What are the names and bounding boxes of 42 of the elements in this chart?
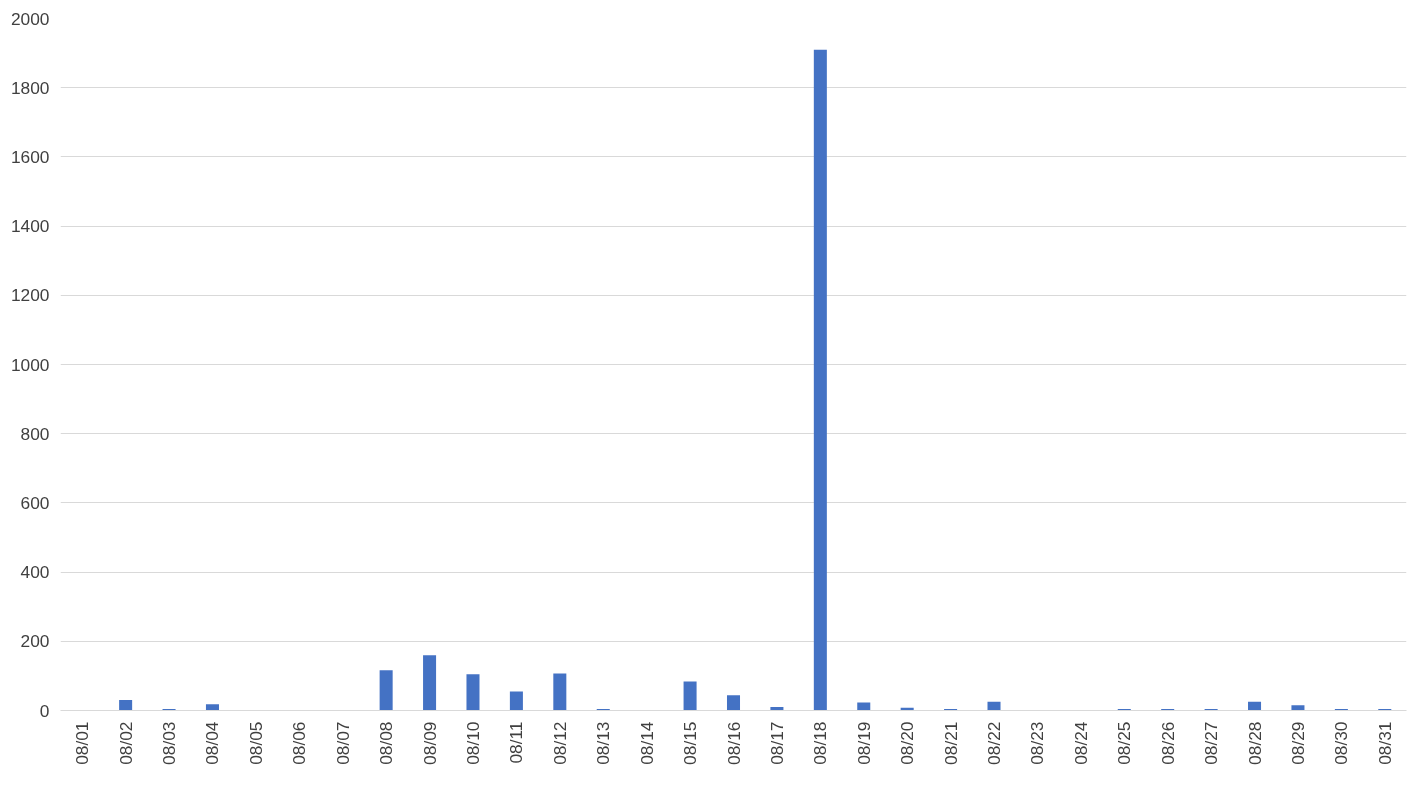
x-tick-label: 08/31 [1374,721,1395,765]
x-tick-label: 08/10 [462,721,483,765]
y-tick-label: 1200 [10,285,50,306]
x-tick-label: 08/06 [289,721,310,765]
y-tick-label: 1400 [10,216,50,237]
x-tick-label: 08/11 [506,721,527,764]
y-tick-label: 1800 [10,77,50,98]
x-tick-label: 08/25 [1114,721,1135,765]
x-tick-label: 08/03 [159,721,180,765]
x-tick-label: 08/22 [984,721,1005,765]
x-tick-label: 08/19 [853,721,874,765]
x-tick-label: 08/05 [245,721,266,765]
y-tick-label: 400 [20,562,50,583]
x-tick-label: 08/18 [810,721,831,765]
x-tick-label: 08/15 [680,721,701,765]
x-tick-label: 08/29 [1287,721,1308,765]
x-tick-label: 08/01 [72,721,93,765]
x-tick-label: 08/02 [115,721,136,765]
x-tick-label: 08/14 [636,721,657,765]
x-tick-label: 08/20 [897,721,918,765]
y-tick-label: 200 [20,631,50,652]
x-tick-label: 08/04 [202,721,223,765]
x-tick-label: 08/08 [376,721,397,765]
x-tick-label: 08/23 [1027,721,1048,765]
x-tick-label: 08/13 [593,721,614,765]
y-tick-label: 800 [20,423,50,444]
x-tick-label: 08/12 [549,721,570,765]
x-tick-label: 08/24 [1070,721,1091,765]
y-tick-label: 600 [20,492,50,513]
y-tick-label: 1600 [10,146,50,167]
x-tick-label: 08/21 [940,721,961,765]
x-tick-label: 08/27 [1201,721,1222,765]
y-tick-label: 0 [39,700,50,721]
y-tick-label: 2000 [10,8,50,29]
x-tick-label: 08/30 [1331,721,1352,765]
x-tick-label: 08/16 [723,721,744,765]
x-tick-label: 08/17 [766,721,787,765]
y-tick-label: 1000 [10,354,50,375]
x-tick-label: 08/28 [1244,721,1265,765]
x-tick-label: 08/26 [1157,721,1178,765]
x-tick-label: 08/07 [332,721,353,765]
x-tick-label: 08/09 [419,721,440,765]
